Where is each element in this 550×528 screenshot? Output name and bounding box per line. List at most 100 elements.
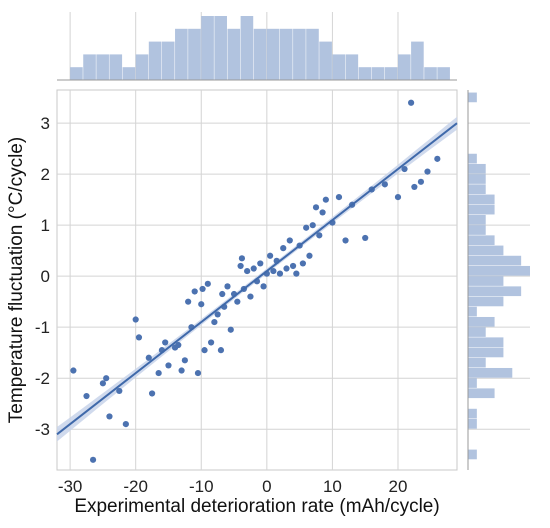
data-point — [122, 420, 129, 428]
right-hist-bar — [468, 418, 477, 429]
data-point — [162, 339, 169, 346]
data-point — [306, 252, 313, 259]
x-tick-label: 0 — [262, 477, 271, 496]
right-hist-bar — [468, 276, 504, 286]
data-point — [434, 155, 441, 162]
data-point — [270, 267, 277, 275]
top-hist-bar — [201, 16, 214, 80]
data-point — [145, 354, 152, 361]
data-point — [70, 367, 77, 374]
data-point — [260, 283, 267, 290]
top-hist-bar — [345, 54, 359, 80]
right-hist-bar — [468, 327, 486, 337]
top-hist-bar — [411, 41, 424, 80]
data-point — [199, 285, 206, 293]
data-point — [312, 204, 320, 211]
data-point — [204, 280, 211, 287]
right-hist-bar — [468, 92, 477, 103]
data-point — [103, 375, 110, 382]
data-point — [407, 99, 415, 106]
data-point — [191, 288, 198, 295]
data-point — [303, 224, 310, 231]
right-hist-bar — [468, 163, 486, 174]
top-hist-bar — [397, 54, 411, 80]
data-point — [286, 237, 293, 244]
top-hist-bar — [384, 67, 398, 80]
x-tick-label: 20 — [389, 477, 408, 496]
regression-line — [56, 122, 458, 436]
data-point — [214, 311, 221, 318]
data-point — [198, 301, 205, 308]
data-point — [185, 298, 192, 305]
top-hist-bar — [188, 28, 201, 80]
y-tick-label: 1 — [41, 216, 50, 235]
data-point — [106, 413, 113, 420]
x-tick-label: -20 — [123, 477, 148, 496]
data-point — [238, 255, 246, 262]
y-axis-title: Temperature fluctuation (°C/cycle) — [6, 137, 27, 423]
top-hist-bar — [319, 41, 332, 80]
right-hist-bar — [468, 296, 504, 307]
data-point — [362, 234, 369, 242]
right-hist-bar — [468, 316, 495, 327]
x-tick-label: -30 — [58, 477, 83, 496]
data-point — [244, 267, 251, 275]
top-hist-bar — [122, 67, 136, 80]
y-tick-label: 3 — [41, 114, 50, 133]
right-hist-bar — [468, 408, 477, 419]
data-point — [280, 245, 287, 252]
right-hist-bar — [468, 357, 486, 368]
x-tick-label: -10 — [189, 477, 214, 496]
top-hist-bar — [83, 54, 96, 80]
data-point — [424, 168, 431, 175]
data-point — [89, 456, 97, 463]
data-point — [276, 270, 284, 277]
data-point — [219, 290, 226, 298]
data-point — [289, 262, 297, 270]
x-axis-title: Experimental deterioration rate (mAh/cyc… — [74, 496, 439, 517]
top-hist-bar — [96, 54, 109, 80]
top-hist-bar — [135, 54, 149, 80]
data-point — [227, 326, 234, 333]
right-hist-bar — [468, 388, 495, 399]
y-tick-label: -3 — [35, 420, 50, 439]
top-hist-bar — [240, 16, 254, 80]
data-point — [257, 260, 264, 267]
top-hist-bar — [279, 28, 293, 80]
data-point — [217, 347, 225, 354]
data-point — [316, 232, 323, 239]
data-point — [201, 347, 208, 354]
top-hist-bar — [266, 28, 280, 80]
data-point — [319, 209, 326, 216]
data-point — [175, 341, 182, 349]
data-point — [293, 270, 300, 277]
main-scatter-plot — [56, 89, 458, 471]
y-tick-label: -1 — [35, 318, 50, 337]
top-hist-bar — [214, 16, 227, 80]
data-point — [309, 222, 316, 229]
data-point — [267, 252, 274, 259]
data-point — [211, 318, 218, 326]
data-point — [181, 357, 188, 364]
data-point — [135, 334, 143, 341]
top-hist-bar — [148, 41, 162, 80]
right-hist-bar — [468, 214, 486, 225]
top-hist-bar — [161, 41, 175, 80]
data-point — [83, 392, 90, 400]
top-hist-bar — [437, 67, 450, 80]
data-point — [381, 181, 388, 188]
top-hist-bar — [424, 67, 437, 80]
right-hist-bar — [468, 306, 477, 317]
right-hist-bar — [468, 286, 522, 297]
top-hist-bar — [175, 28, 188, 80]
top-hist-bar — [70, 67, 83, 80]
top-marginal-histogram — [57, 12, 457, 81]
right-hist-bar — [468, 367, 513, 378]
right-hist-bar — [468, 204, 495, 215]
data-point — [234, 298, 241, 305]
top-hist-bar — [371, 67, 385, 80]
top-hist-bar — [306, 28, 319, 80]
data-point — [224, 283, 231, 290]
y-tick-label: 0 — [41, 267, 50, 286]
